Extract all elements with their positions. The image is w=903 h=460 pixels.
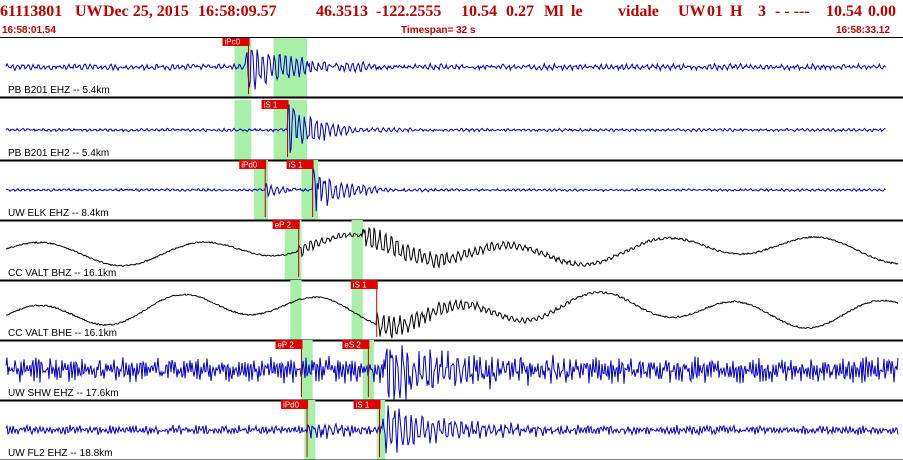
placeholder-dashes: - - --- [775, 3, 810, 20]
end-value: 0.00 [868, 3, 896, 20]
phase-pick-box [275, 340, 303, 349]
depth-repeat: 10.54 [826, 3, 862, 20]
phase-pick-label: iS 1 [356, 401, 370, 410]
phase-pick-box [261, 100, 289, 109]
phase-pick-box [239, 160, 267, 169]
analysis-window [351, 220, 363, 280]
event-type: H [730, 3, 743, 20]
phase-pick-box [342, 340, 370, 349]
trace-track-5: eP 2 eS 2 UW SHW EHZ -- 17.6km [0, 340, 903, 402]
event-longitude: -122.2555 [376, 3, 442, 20]
phase-pick-label: iS 1 [264, 101, 278, 110]
phase-pick-label: iPd0 [283, 401, 300, 410]
end-time: 16:58:33.12 [836, 25, 890, 36]
quality-value: 3 [758, 3, 766, 20]
phase-pick-label: iPd0 [241, 161, 258, 170]
timespan-label: Timespan= 32 s [401, 25, 476, 36]
phase-pick-box [350, 280, 378, 289]
trace-track-4: iS 1 CC VALT BHE -- 16.1km [0, 280, 903, 342]
time-range-bar: 16:58:01.54 Timespan= 32 s 16:58:33.12 [0, 24, 903, 37]
station-label: UW FL2 EHZ -- 18.8km [8, 448, 112, 459]
waveform-line [5, 290, 899, 339]
phase-pick-label: iPc0 [225, 38, 241, 47]
source-code: UW [678, 3, 706, 20]
version-number: 01 [707, 3, 723, 20]
trace-track-2: iPd0 iS 1 UW ELK EHZ -- 8.4km [0, 160, 903, 222]
station-label: CC VALT BHE -- 16.1km [8, 328, 117, 339]
analysis-window [351, 280, 363, 340]
trace-track-6: iPd0 iS 1 UW FL2 EHZ -- 18.8km [0, 400, 903, 460]
magnitude-flag: le [571, 3, 583, 20]
waveform-line [5, 49, 886, 90]
analysis-window [290, 280, 302, 340]
phase-pick-label: iS 1 [289, 161, 303, 170]
phase-pick-label: iS 1 [353, 281, 367, 290]
event-summary-header: 61113801 UW Dec 25, 2015 16:58:09.57 46.… [0, 0, 903, 24]
seismogram-plot: iPc0 PB B201 EHZ -- 5.4km iS 1 PB B201 EH2 … [0, 37, 903, 460]
station-label: PB B201 EHZ -- 5.4km [8, 85, 110, 96]
analysis-window [284, 220, 302, 280]
event-depth: 10.54 [461, 3, 497, 20]
phase-pick-label: eP 2 [275, 221, 292, 230]
phase-pick-box [353, 400, 381, 409]
phase-pick-label: eS 2 [344, 341, 361, 350]
trace-track-3: eP 2 CC VALT BHZ -- 16.1km [0, 220, 903, 282]
waveform-line [5, 104, 886, 153]
analysis-window [234, 37, 252, 97]
station-label: CC VALT BHZ -- 16.1km [8, 268, 116, 279]
phase-pick-box [286, 160, 314, 169]
trace-track-0: iPc0 PB B201 EHZ -- 5.4km [0, 37, 903, 99]
start-time: 16:58:01.54 [2, 25, 56, 36]
event-id: 61113801 [0, 3, 63, 20]
event-time: 16:58:09.57 [198, 3, 277, 20]
station-label: UW ELK EHZ -- 8.4km [8, 208, 109, 219]
analysis-window [234, 100, 252, 160]
phase-pick-box [281, 400, 309, 409]
waveform-line [5, 345, 899, 400]
analyst-name: vidale [618, 3, 659, 20]
station-label: UW SHW EHZ -- 17.6km [8, 388, 119, 399]
event-date: Dec 25, 2015 [103, 3, 189, 20]
phase-pick-label: eP 2 [277, 341, 294, 350]
magnitude-type: Ml [544, 3, 564, 20]
waveform-line [5, 405, 899, 454]
waveform-line [5, 227, 899, 269]
event-magnitude: 0.27 [506, 3, 534, 20]
network-code: UW [75, 3, 103, 20]
phase-pick-box [272, 220, 300, 229]
phase-pick-box [222, 37, 250, 46]
event-latitude: 46.3513 [316, 3, 368, 20]
trace-track-1: iS 1 PB B201 EH2 -- 5.4km [0, 100, 903, 162]
station-label: PB B201 EH2 -- 5.4km [8, 148, 109, 159]
waveform-line [5, 168, 886, 212]
